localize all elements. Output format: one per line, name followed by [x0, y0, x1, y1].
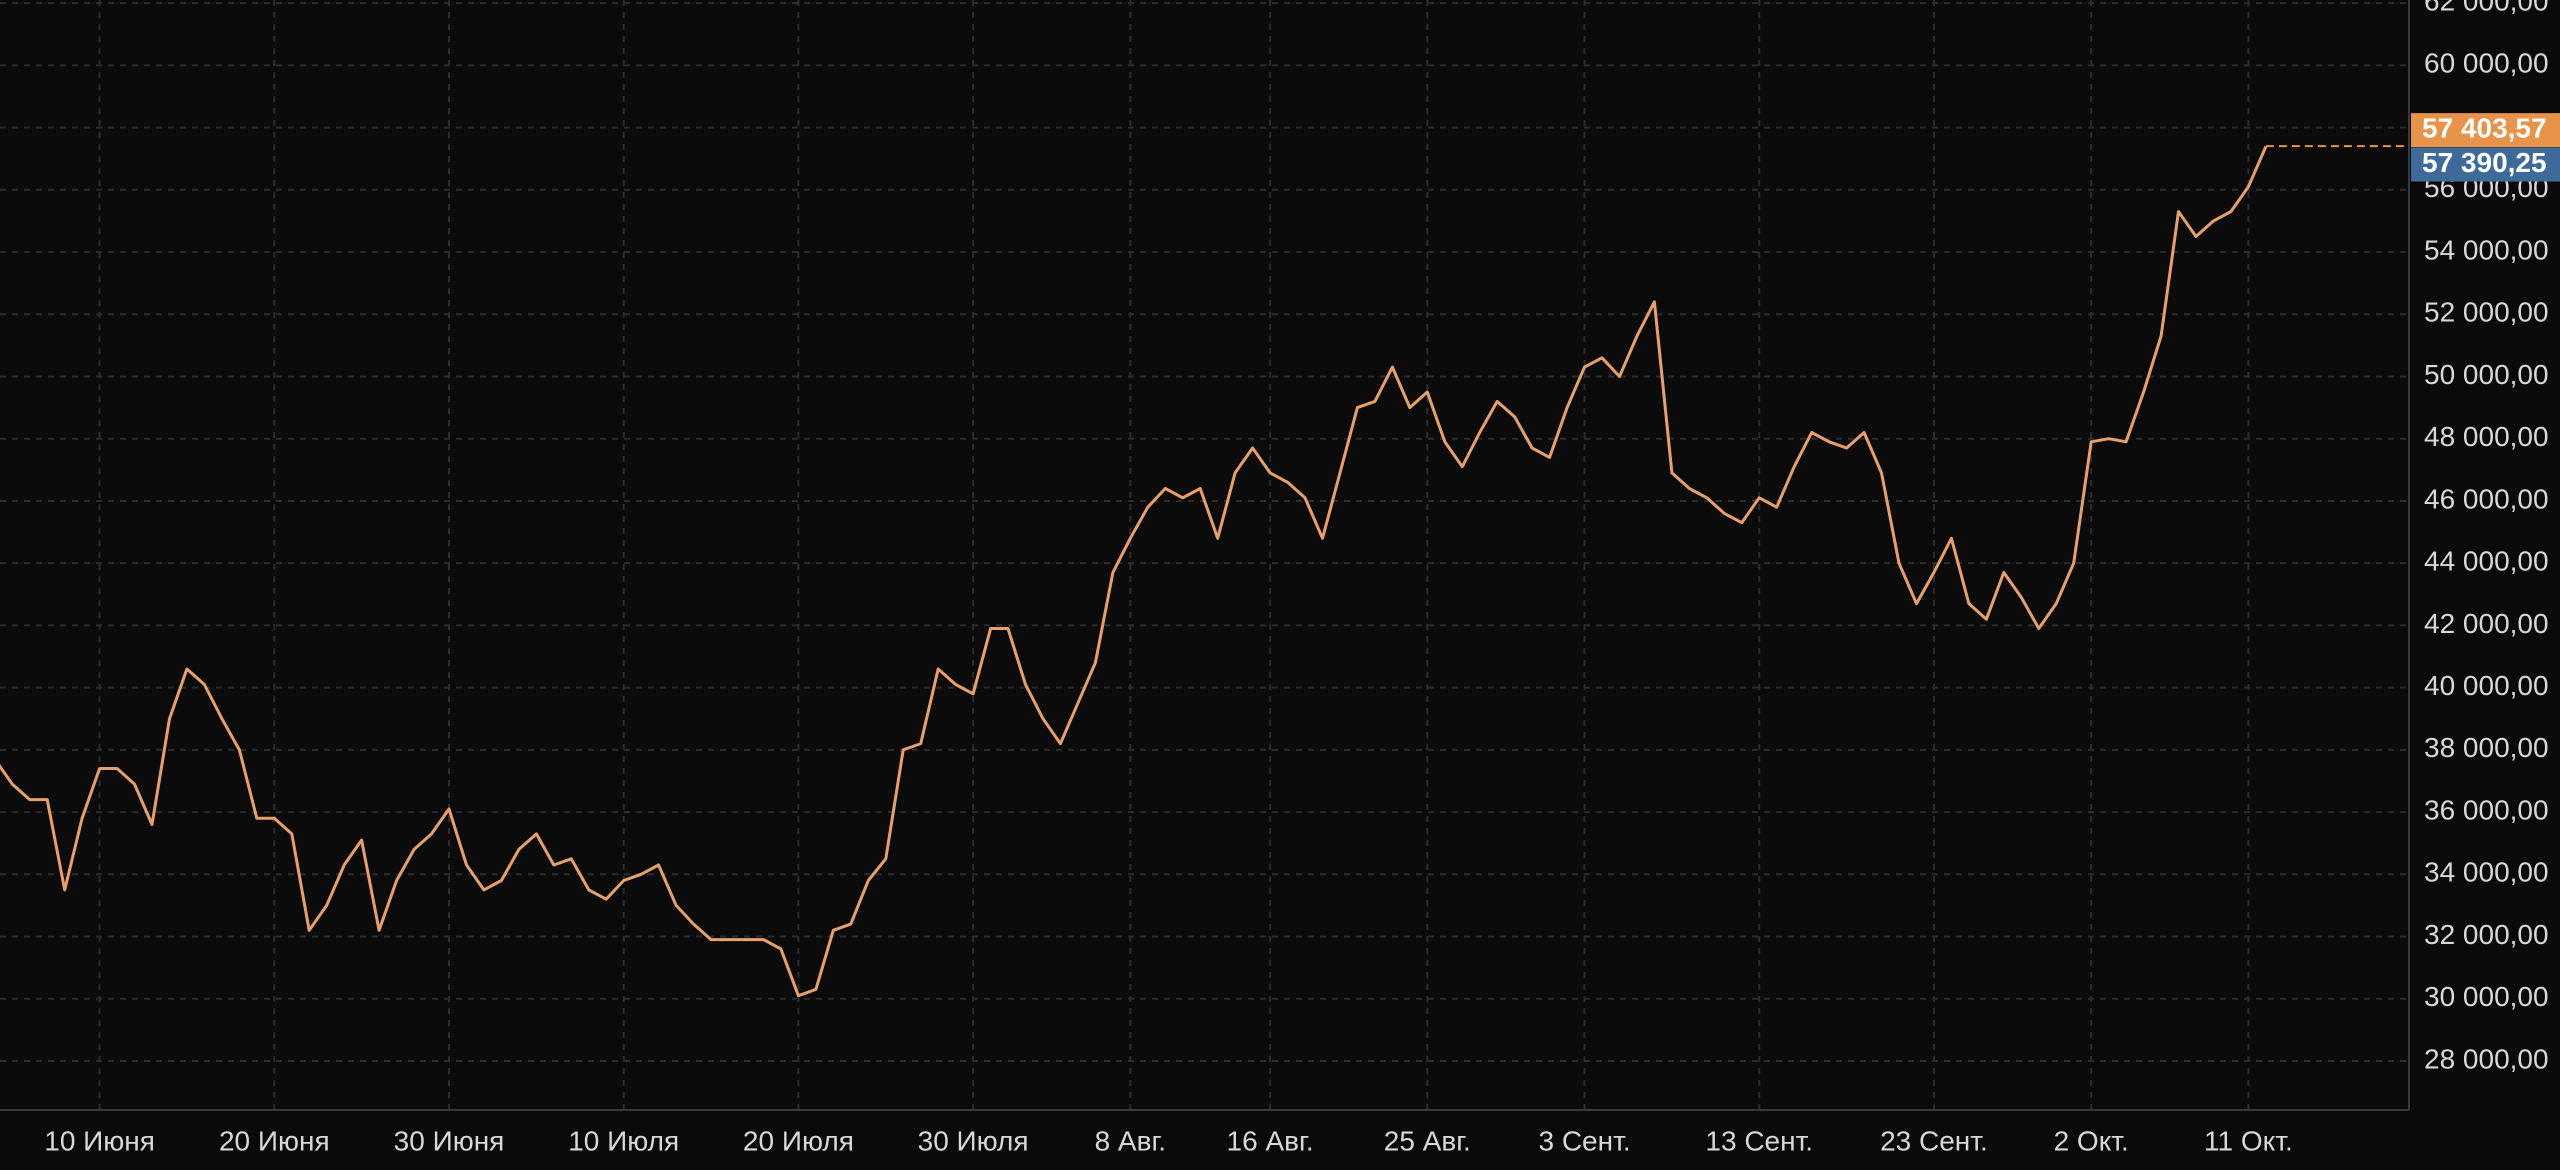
- x-tick-label: 23 Сент.: [1880, 1125, 1988, 1156]
- plot-background: [0, 0, 2409, 1110]
- y-tick-label: 50 000,00: [2424, 359, 2549, 390]
- x-tick-label: 16 Авг.: [1227, 1125, 1314, 1156]
- x-tick-label: 13 Сент.: [1705, 1125, 1813, 1156]
- y-tick-label: 54 000,00: [2424, 234, 2549, 265]
- y-tick-label: 52 000,00: [2424, 297, 2549, 328]
- y-tick-label: 62 000,00: [2424, 0, 2549, 17]
- x-tick-label: 30 Июня: [394, 1125, 505, 1156]
- y-tick-label: 42 000,00: [2424, 608, 2549, 639]
- x-tick-label: 3 Сент.: [1538, 1125, 1630, 1156]
- x-tick-label: 2 Окт.: [2054, 1125, 2129, 1156]
- y-tick-label: 60 000,00: [2424, 48, 2549, 79]
- price-label: 57 403,57: [2422, 113, 2547, 144]
- y-tick-label: 28 000,00: [2424, 1043, 2549, 1074]
- price-line: [0, 145, 2268, 998]
- y-tick-label: 30 000,00: [2424, 981, 2549, 1012]
- y-tick-label: 36 000,00: [2424, 794, 2549, 825]
- x-tick-label: 10 Июля: [568, 1125, 679, 1156]
- y-tick-label: 40 000,00: [2424, 670, 2549, 701]
- y-tick-label: 38 000,00: [2424, 732, 2549, 763]
- x-tick-label: 20 Июня: [219, 1125, 330, 1156]
- x-tick-label: 10 Июня: [44, 1125, 155, 1156]
- x-tick-label: 20 Июля: [743, 1125, 854, 1156]
- y-tick-label: 44 000,00: [2424, 546, 2549, 577]
- x-tick-label: 30 Июля: [918, 1125, 1029, 1156]
- x-tick-label: 8 Авг.: [1095, 1125, 1166, 1156]
- y-tick-label: 34 000,00: [2424, 857, 2549, 888]
- y-tick-label: 46 000,00: [2424, 483, 2549, 514]
- price-label-box: [2411, 147, 2560, 182]
- y-tick-label: 32 000,00: [2424, 919, 2549, 950]
- x-tick-label: 11 Окт.: [2204, 1125, 2293, 1156]
- x-tick-label: 25 Авг.: [1384, 1125, 1471, 1156]
- y-tick-label: 48 000,00: [2424, 421, 2549, 452]
- price-label-box: [2411, 113, 2560, 148]
- price-label: 57 390,25: [2422, 147, 2547, 178]
